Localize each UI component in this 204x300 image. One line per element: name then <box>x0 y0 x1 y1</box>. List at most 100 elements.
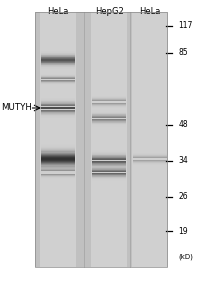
Bar <box>41 110 75 111</box>
Bar <box>41 178 75 179</box>
Bar <box>41 52 75 53</box>
Bar <box>132 12 168 267</box>
Bar <box>92 171 126 172</box>
Bar <box>92 153 126 154</box>
Bar <box>92 118 126 119</box>
Bar <box>92 171 126 172</box>
Bar <box>92 105 126 106</box>
Bar <box>41 82 75 83</box>
Bar <box>92 165 126 166</box>
Bar <box>41 106 75 107</box>
Bar <box>41 147 75 148</box>
Bar <box>41 165 75 166</box>
Bar <box>92 159 126 160</box>
Bar <box>41 114 75 115</box>
Bar <box>41 68 75 69</box>
Bar <box>92 163 126 164</box>
Bar <box>41 156 75 157</box>
Bar <box>41 166 75 167</box>
Bar <box>41 164 75 165</box>
Bar <box>92 112 126 113</box>
Bar <box>92 106 126 107</box>
Bar <box>41 170 75 171</box>
Bar <box>41 160 75 161</box>
Bar <box>92 152 126 153</box>
Text: 117: 117 <box>178 21 193 30</box>
Bar <box>92 97 126 98</box>
Bar <box>41 66 75 67</box>
Bar <box>92 150 126 151</box>
Bar <box>92 156 126 157</box>
Bar <box>41 166 75 167</box>
Bar <box>92 111 126 112</box>
Bar <box>92 123 126 124</box>
Bar <box>41 144 75 145</box>
Bar <box>92 180 126 181</box>
Bar <box>133 163 167 164</box>
Bar <box>41 145 75 146</box>
Bar <box>41 103 75 104</box>
Bar <box>41 118 75 119</box>
Bar <box>92 167 126 168</box>
Bar <box>41 54 75 55</box>
Bar <box>41 173 75 174</box>
Bar <box>41 53 75 54</box>
Bar <box>41 85 75 86</box>
Bar <box>92 98 126 99</box>
Bar <box>41 174 75 175</box>
Bar <box>41 153 75 154</box>
Bar <box>41 105 75 106</box>
Bar <box>92 149 126 150</box>
Bar <box>92 173 126 174</box>
Bar <box>41 65 75 66</box>
Bar <box>41 101 75 102</box>
Bar <box>41 177 75 178</box>
Bar <box>92 115 126 116</box>
Bar <box>133 157 167 158</box>
Bar <box>41 57 75 58</box>
Bar <box>92 117 126 118</box>
Bar <box>41 108 75 109</box>
Bar <box>41 179 75 180</box>
Bar <box>41 67 75 68</box>
Bar <box>41 168 75 169</box>
Bar <box>92 94 126 95</box>
Bar <box>41 116 75 117</box>
Bar <box>41 150 75 152</box>
Bar <box>41 78 75 79</box>
Bar <box>41 163 75 164</box>
Bar <box>133 153 167 154</box>
Bar <box>92 167 126 168</box>
Bar <box>133 154 167 155</box>
Bar <box>41 154 75 155</box>
Bar <box>92 177 126 178</box>
Bar <box>133 158 167 159</box>
Text: 19: 19 <box>178 226 188 236</box>
Bar <box>41 173 75 174</box>
Text: HeLa: HeLa <box>139 7 161 16</box>
Bar <box>92 124 126 125</box>
Bar <box>92 174 126 175</box>
Bar <box>41 172 75 173</box>
Bar <box>35 12 167 267</box>
Bar <box>41 98 75 99</box>
Bar <box>35 12 167 267</box>
Bar <box>133 160 167 161</box>
Bar <box>92 126 126 127</box>
Bar <box>92 166 126 167</box>
Bar <box>41 58 75 59</box>
Bar <box>41 81 75 82</box>
Bar <box>92 158 126 159</box>
Bar <box>41 51 75 52</box>
Bar <box>92 102 126 103</box>
Bar <box>91 12 127 267</box>
Bar <box>41 171 75 172</box>
Bar <box>92 155 126 156</box>
Bar <box>41 75 75 76</box>
Bar <box>41 76 75 77</box>
Bar <box>92 172 126 173</box>
Bar <box>92 179 126 180</box>
Text: 26: 26 <box>178 192 188 201</box>
Bar <box>41 64 75 65</box>
Bar <box>133 156 167 157</box>
